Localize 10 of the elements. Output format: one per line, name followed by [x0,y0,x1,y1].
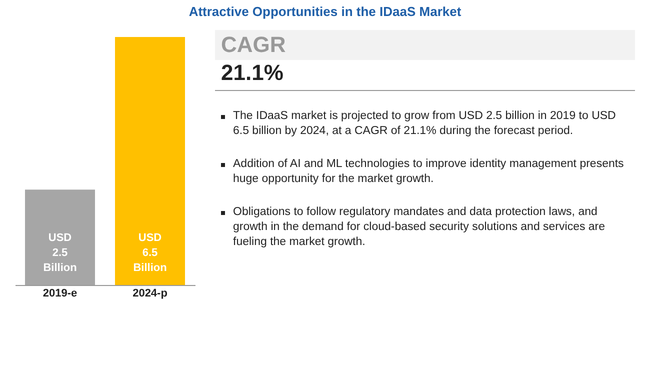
text: 21.1% [215,60,635,91]
text: Addition of AI and ML technologies to improve identity management presents huge opportunity for the market growth. [232,157,625,187]
x-tick-label: 2019-e [42,288,78,300]
data-label: USD 6.5 Billion [133,232,168,274]
text: CAGR [215,30,635,60]
text: Attractive Opportunities in the IDaaS Market [188,4,462,19]
text: The IDaaS market is projected to grow from USD 2.5 billion in 2019 to USD 6.5 billion by 2024, at a CAGR of 21.1% during the forecast period. [232,109,617,139]
data-label: USD 2.5 Billion [43,232,78,274]
x-tick-label: 2024-p [132,288,168,300]
text: Obligations to follow regulatory mandates and data protection laws, and growth in the demand for cloud-based security solutions and services are fueling the market growth. [232,205,606,250]
